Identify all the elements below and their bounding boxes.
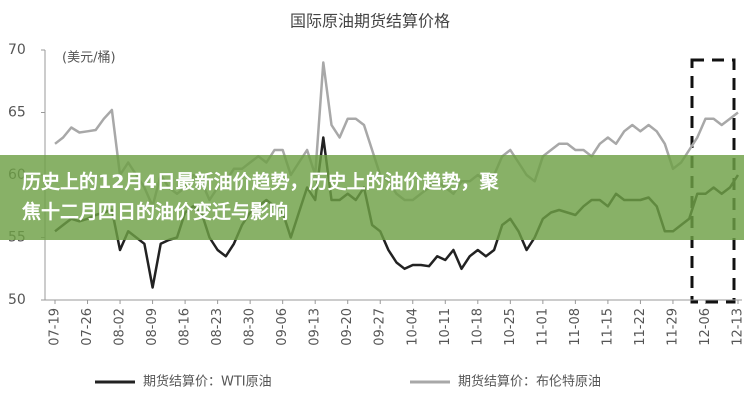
y-axis-label: (美元/桶) bbox=[62, 51, 116, 66]
x-tick-label: 10-11 bbox=[438, 308, 453, 346]
x-tick-label: 08-16 bbox=[178, 308, 193, 346]
x-tick-label: 12-13 bbox=[731, 308, 744, 346]
banner: 历史上的12月4日最新油价趋势，历史上的油价趋势，聚 焦十二月四日的油价变迁与影… bbox=[0, 155, 744, 240]
x-tick-label: 11-22 bbox=[633, 308, 648, 346]
x-tick-label: 11-01 bbox=[535, 308, 550, 346]
x-tick-label: 08-09 bbox=[145, 308, 160, 346]
banner-line: 焦十二月四日的油价变迁与影响 bbox=[22, 201, 289, 223]
x-tick-label: 08-02 bbox=[113, 308, 128, 346]
x-tick-label: 08-30 bbox=[243, 308, 258, 346]
x-tick-label: 08-23 bbox=[210, 308, 225, 346]
x-tick-label: 07-26 bbox=[80, 308, 95, 346]
banner-line: 历史上的12月4日最新油价趋势，历史上的油价趋势，聚 bbox=[22, 171, 499, 193]
x-tick-label: 12-06 bbox=[698, 308, 713, 346]
legend-label: 期货结算价：布伦特原油 bbox=[458, 374, 601, 390]
y-tick-label: 65 bbox=[8, 105, 26, 121]
x-tick-label: 11-29 bbox=[665, 308, 680, 346]
x-tick-label: 09-13 bbox=[308, 308, 323, 346]
x-tick-label: 11-15 bbox=[600, 308, 615, 346]
x-tick-label: 10-04 bbox=[405, 308, 420, 346]
legend-label: 期货结算价：WTI原油 bbox=[143, 374, 272, 390]
x-tick-label: 10-18 bbox=[470, 308, 485, 346]
y-tick-label: 70 bbox=[8, 42, 26, 58]
chart-title: 国际原油期货结算价格 bbox=[290, 12, 450, 31]
y-tick-label: 50 bbox=[8, 292, 26, 308]
x-tick-label: 09-20 bbox=[340, 308, 355, 346]
x-tick-label: 07-19 bbox=[48, 308, 63, 346]
x-tick-label: 09-06 bbox=[275, 308, 290, 346]
x-tick-label: 11-08 bbox=[568, 308, 583, 346]
x-tick-label: 10-25 bbox=[503, 308, 518, 346]
x-tick-label: 09-27 bbox=[373, 308, 388, 346]
